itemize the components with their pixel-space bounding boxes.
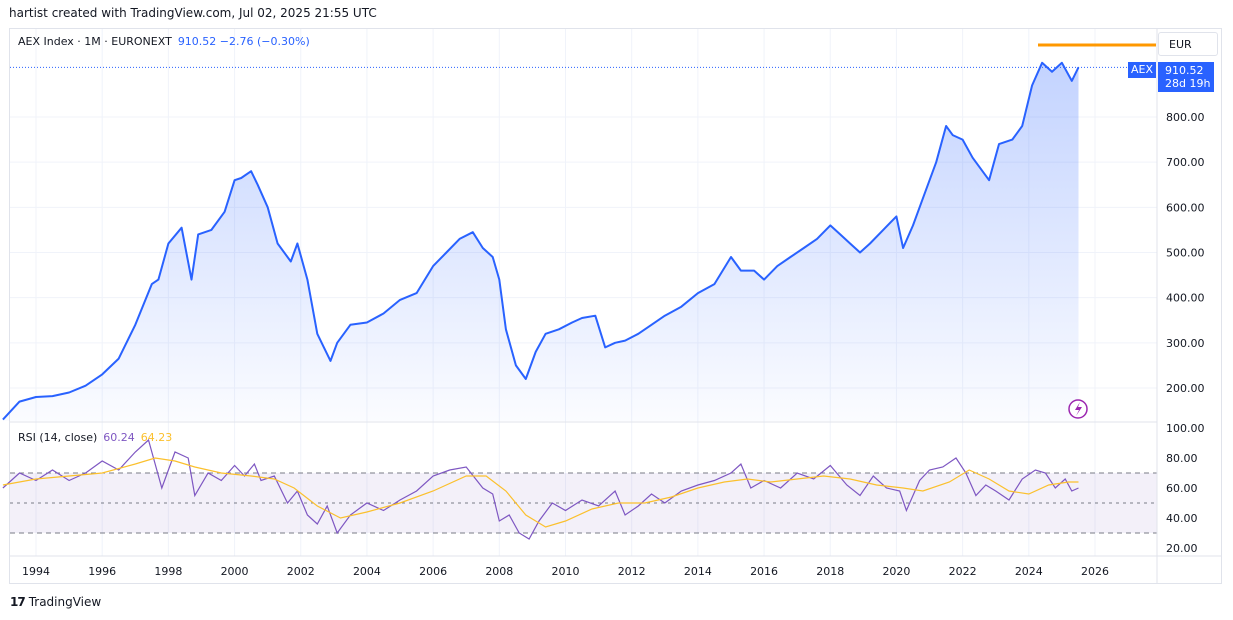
time-tick-label: 2012 <box>618 565 646 578</box>
price-tick-label: 800.00 <box>1166 111 1205 124</box>
axes: 200.00 300.00 400.00 500.00 600.00 700.00 800.… <box>22 111 1205 578</box>
price-tick-label: 600.00 <box>1166 201 1205 214</box>
price-series <box>2 61 1127 422</box>
time-tick-label: 2000 <box>221 565 249 578</box>
price-tick-label: 200.00 <box>1166 382 1205 395</box>
time-tick-label: 2004 <box>353 565 381 578</box>
time-tick-label: 1998 <box>154 565 182 578</box>
price-tick-label: 700.00 <box>1166 156 1205 169</box>
time-tick-label: 2020 <box>882 565 910 578</box>
tradingview-logo[interactable]: 17 TradingView <box>10 595 101 609</box>
price-tick-label: 500.00 <box>1166 247 1205 260</box>
lightning-icon[interactable] <box>1068 399 1088 419</box>
created-with-caption: hartist created with TradingView.com, Ju… <box>9 6 377 20</box>
rsi-title[interactable]: RSI (14, close) <box>18 431 98 444</box>
price-line <box>2 61 1080 421</box>
currency-button[interactable]: EUR <box>1158 32 1218 56</box>
rsi-tick-label: 80.00 <box>1166 452 1198 465</box>
tradingview-logo-icon: 17 <box>10 595 26 609</box>
rsi-tick-label: 20.00 <box>1166 542 1198 555</box>
rsi-ma-value: 64.23 <box>140 431 173 444</box>
rsi-tick-label: 60.00 <box>1166 482 1198 495</box>
last-price-value: 910.52 <box>1165 64 1204 77</box>
time-tick-label: 2014 <box>684 565 712 578</box>
bar-countdown: 28d 19h <box>1165 77 1211 90</box>
time-tick-label: 2026 <box>1081 565 1109 578</box>
tradingview-brand: TradingView <box>28 595 102 609</box>
rsi-tick-label: 100.00 <box>1166 422 1205 435</box>
main-legend[interactable]: AEX Index · 1M · EURONEXT 910.52 −2.76 (−… <box>18 35 310 48</box>
rsi-tick-label: 40.00 <box>1166 512 1198 525</box>
rsi-ma-line <box>2 457 1079 528</box>
time-tick-label: 2018 <box>816 565 844 578</box>
time-tick-label: 1996 <box>88 565 116 578</box>
rsi-legend[interactable]: RSI (14, close) 60.24 64.23 <box>18 431 172 444</box>
symbol-description[interactable]: AEX Index · 1M · EURONEXT <box>18 35 172 48</box>
price-tick-label: 300.00 <box>1166 337 1205 350</box>
time-tick-label: 1994 <box>22 565 50 578</box>
time-tick-label: 2010 <box>552 565 580 578</box>
chart-frame <box>9 28 1222 584</box>
time-tick-label: 2024 <box>1015 565 1043 578</box>
rsi-series <box>2 438 1157 540</box>
time-tick-label: 2002 <box>287 565 315 578</box>
price-tick-label: 400.00 <box>1166 292 1205 305</box>
ohlc-values: 910.52 −2.76 (−0.30%) <box>177 35 310 48</box>
price-area-fill <box>2 62 1079 422</box>
rsi-value: 60.24 <box>103 431 135 444</box>
time-tick-label: 2022 <box>949 565 977 578</box>
last-price-label: 910.52 28d 19h <box>1158 62 1214 92</box>
time-tick-label: 2006 <box>419 565 447 578</box>
time-tick-label: 2008 <box>485 565 513 578</box>
rsi-line <box>2 438 1079 540</box>
symbol-price-tag: AEX <box>1128 62 1156 78</box>
time-tick-label: 2016 <box>750 565 778 578</box>
